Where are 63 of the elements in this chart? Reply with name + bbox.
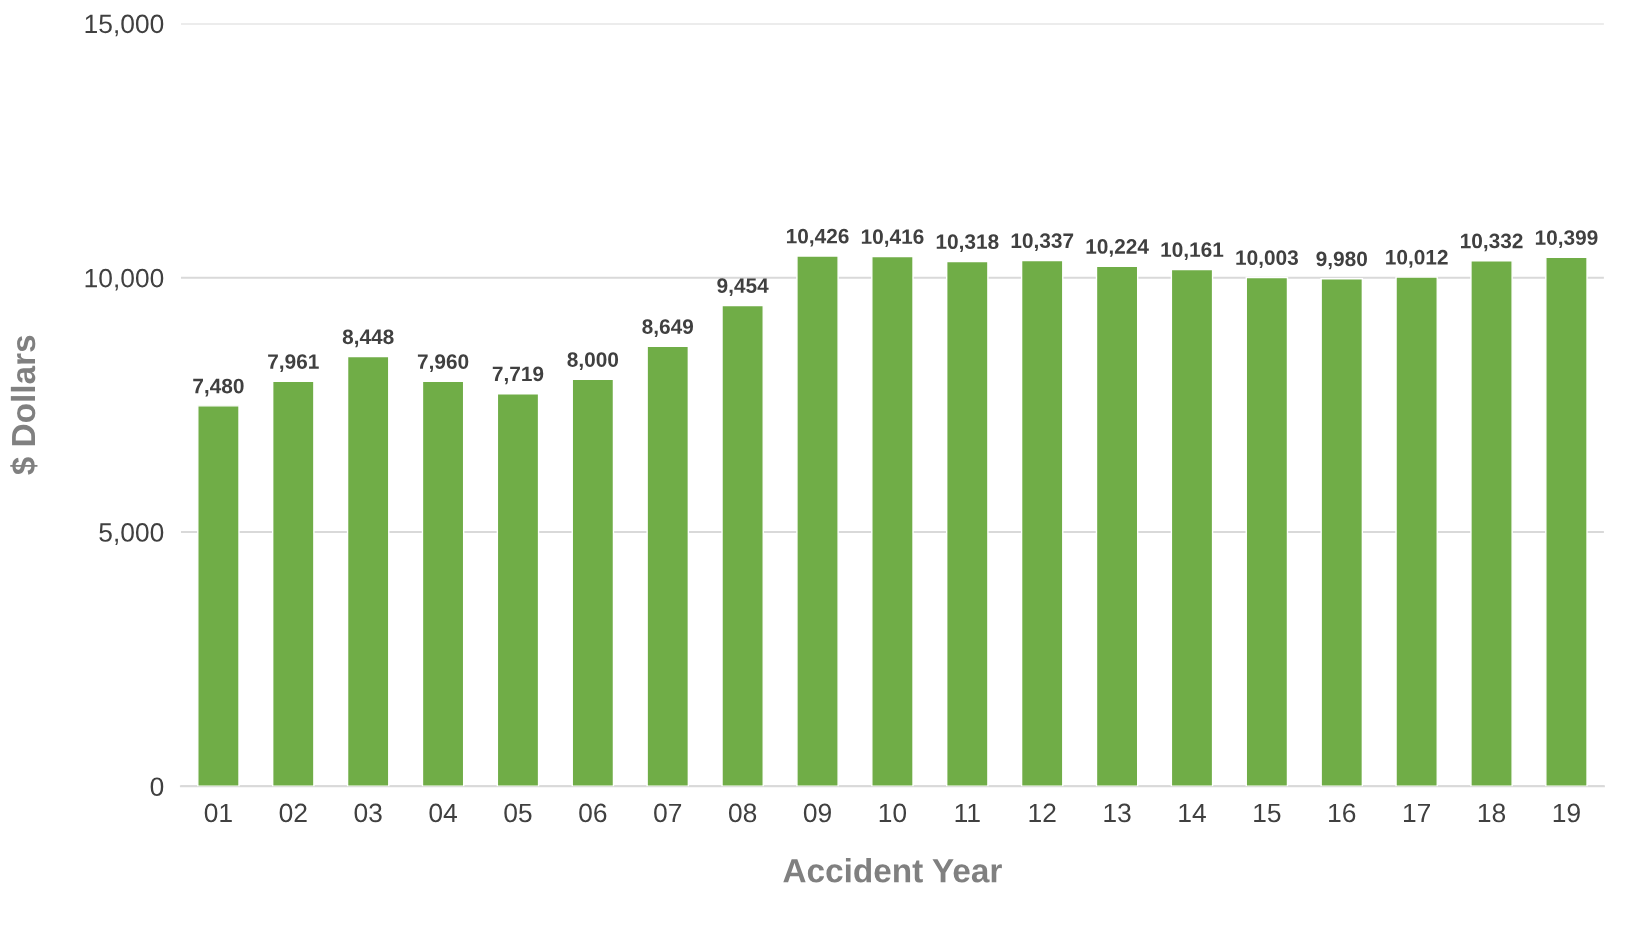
data-label: 10,416 [861, 229, 924, 248]
bar [1170, 268, 1214, 787]
x-tick-label: 07 [654, 803, 682, 823]
data-label: 8,448 [342, 329, 394, 348]
bar [346, 355, 390, 787]
data-label: 9,454 [717, 278, 769, 297]
x-tick-label: 03 [354, 803, 382, 823]
x-tick-label: 06 [579, 803, 607, 823]
x-tick-label: 11 [955, 803, 980, 823]
bar [1245, 276, 1289, 787]
bar [721, 304, 764, 787]
x-tick-label: 02 [279, 803, 307, 823]
data-label: 10,161 [1161, 242, 1224, 261]
x-tick-label: 01 [204, 803, 232, 823]
data-label: 10,399 [1535, 230, 1598, 248]
data-label: 10,332 [1460, 233, 1523, 252]
data-label: 9,980 [1316, 251, 1367, 270]
bar [946, 260, 989, 787]
y-tick-label: 5,000 [99, 523, 164, 545]
bar [646, 345, 690, 787]
y-tick-label: 10,000 [85, 268, 164, 291]
bar [271, 380, 315, 787]
x-tick-label: 14 [1179, 803, 1206, 823]
x-tick-label: 05 [504, 803, 532, 823]
x-tick-label: 08 [728, 803, 757, 823]
data-label: 7,719 [492, 366, 544, 385]
x-tick-label: 10 [879, 803, 907, 823]
data-label: 7,480 [193, 378, 244, 397]
x-tick-label: 15 [1254, 803, 1281, 823]
y-tick-label: 15,000 [85, 14, 164, 37]
bar [571, 378, 615, 787]
data-label: 10,318 [936, 234, 999, 253]
x-tick-label: 13 [1104, 803, 1131, 823]
x-tick-label: 16 [1329, 803, 1356, 823]
x-tick-label: 19 [1553, 803, 1580, 823]
y-axis-title: $ Dollars [10, 335, 38, 475]
x-tick-label: 18 [1478, 803, 1506, 823]
data-label: 10,003 [1236, 250, 1298, 269]
bar [871, 255, 914, 787]
data-label: 10,224 [1086, 239, 1149, 257]
bar [796, 255, 839, 787]
bar [1545, 256, 1588, 787]
x-tick-label: 09 [803, 803, 831, 823]
data-label: 10,426 [786, 228, 849, 247]
bar [197, 405, 240, 787]
bar [1395, 276, 1438, 787]
x-axis-title: Accident Year [783, 858, 1002, 883]
x-tick-label: 04 [429, 803, 457, 823]
bar [1320, 278, 1364, 787]
data-label: 8,649 [642, 319, 694, 337]
x-tick-label: 17 [1403, 803, 1430, 823]
bar [1095, 265, 1139, 787]
bar [496, 392, 540, 787]
data-label: 10,012 [1386, 249, 1448, 268]
bar [1020, 259, 1064, 787]
data-label: 10,337 [1011, 233, 1074, 252]
x-tick-label: 12 [1029, 803, 1056, 823]
data-label: 8,000 [567, 352, 619, 370]
data-label: 7,961 [268, 354, 319, 372]
bar [1470, 260, 1513, 787]
y-tick-label: 0 [150, 777, 164, 797]
data-label: 7,960 [417, 354, 469, 372]
bar [421, 380, 465, 787]
